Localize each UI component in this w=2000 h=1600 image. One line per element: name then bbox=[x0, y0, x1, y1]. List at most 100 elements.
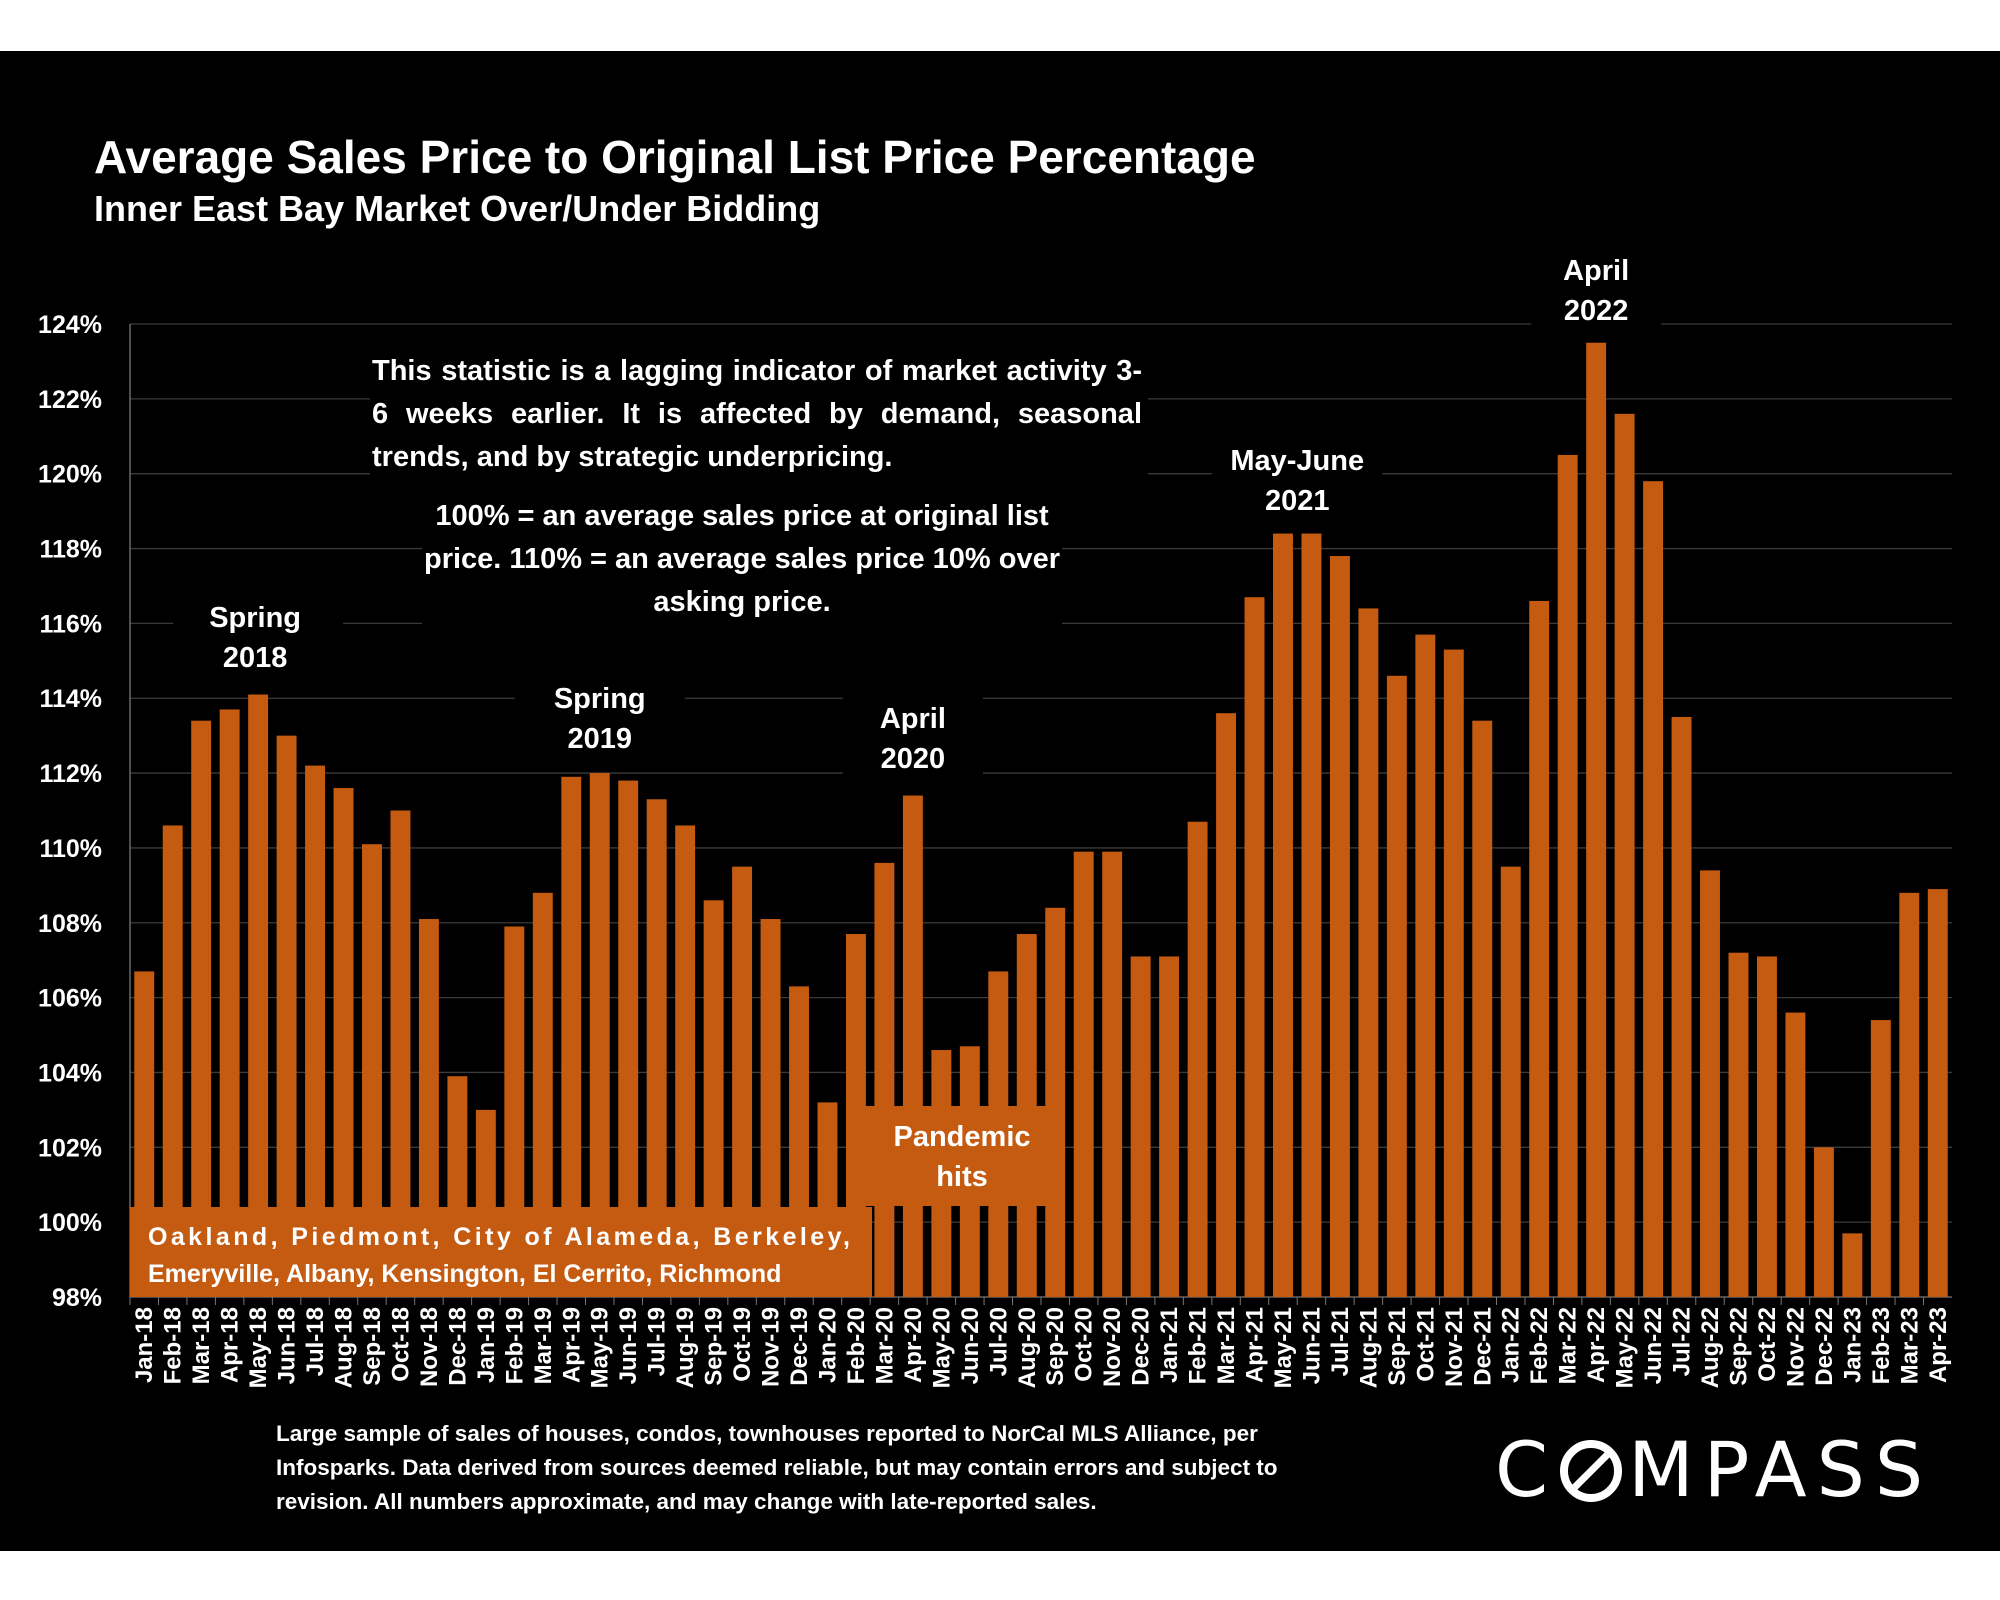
y-tick-label: 102% bbox=[38, 1134, 102, 1162]
chart-subtitle: Inner East Bay Market Over/Under Bidding bbox=[94, 188, 821, 229]
annotation-pandemic-hits-line: hits bbox=[936, 1161, 988, 1193]
bar bbox=[1329, 556, 1350, 1297]
bar bbox=[1728, 952, 1749, 1297]
bar bbox=[1244, 597, 1265, 1297]
annotation-may-june-2021-line: 2021 bbox=[1265, 485, 1330, 517]
bar bbox=[1927, 889, 1948, 1297]
bar bbox=[618, 780, 639, 1297]
x-tick-label: Jan-19 bbox=[473, 1307, 500, 1383]
bar bbox=[1073, 851, 1094, 1297]
bar bbox=[1870, 1020, 1891, 1297]
x-tick-label: Jan-20 bbox=[814, 1307, 841, 1383]
bar bbox=[561, 776, 582, 1297]
x-tick-label: Jun-21 bbox=[1298, 1307, 1325, 1384]
lagging-indicator-note: This statistic is a lagging indicator of… bbox=[370, 350, 1148, 487]
annotation-spring-2019: Spring 2019 bbox=[554, 683, 646, 755]
bar bbox=[362, 844, 382, 1297]
annotation-april-2020-line: 2020 bbox=[881, 743, 946, 775]
y-tick-label: 112% bbox=[39, 760, 102, 788]
bar bbox=[732, 866, 753, 1297]
x-tick-label: Apr-21 bbox=[1242, 1307, 1269, 1383]
bar bbox=[532, 892, 553, 1297]
bar bbox=[191, 720, 212, 1297]
x-tick-label: Mar-23 bbox=[1896, 1307, 1923, 1384]
x-tick-label: Dec-20 bbox=[1128, 1307, 1155, 1386]
x-tick-label: Mar-18 bbox=[188, 1307, 215, 1384]
x-tick-label: Nov-21 bbox=[1441, 1307, 1468, 1387]
x-tick-label: Jul-19 bbox=[644, 1307, 671, 1376]
bar bbox=[1557, 454, 1578, 1297]
x-tick-label: Apr-20 bbox=[900, 1307, 927, 1383]
y-tick-label: 104% bbox=[38, 1059, 102, 1087]
x-tick-label: Mar-21 bbox=[1213, 1307, 1240, 1384]
y-tick-label: 98% bbox=[52, 1284, 102, 1312]
x-tick-label: Feb-20 bbox=[843, 1307, 870, 1384]
x-tick-label: Nov-19 bbox=[758, 1307, 785, 1387]
annotation-backdrop bbox=[1212, 436, 1383, 526]
bar bbox=[760, 919, 781, 1297]
bar bbox=[1614, 413, 1635, 1297]
x-tick-label: Aug-18 bbox=[331, 1307, 358, 1388]
logo-c: C bbox=[1495, 1425, 1559, 1514]
x-tick-label: Oct-21 bbox=[1412, 1307, 1439, 1382]
y-tick-label: 108% bbox=[38, 910, 102, 938]
y-tick-label: 122% bbox=[38, 386, 102, 414]
x-tick-label: Jan-18 bbox=[131, 1307, 158, 1383]
annotation-april-2020: April 2020 bbox=[880, 703, 946, 775]
annotation-april-2020-line: April bbox=[880, 703, 946, 735]
annotation-backdrop bbox=[173, 590, 344, 680]
chart-title: Average Sales Price to Original List Pri… bbox=[94, 131, 1256, 183]
bar bbox=[1671, 716, 1692, 1297]
bar bbox=[162, 825, 183, 1297]
bar bbox=[703, 900, 724, 1297]
x-tick-label: May-19 bbox=[587, 1307, 614, 1388]
bar bbox=[390, 810, 411, 1297]
x-tick-label: Apr-23 bbox=[1925, 1307, 1952, 1383]
x-tick-label: Dec-22 bbox=[1811, 1307, 1838, 1386]
x-tick-label: Oct-18 bbox=[387, 1307, 414, 1382]
x-tick-label: Sep-21 bbox=[1384, 1307, 1411, 1386]
y-tick-label: 116% bbox=[39, 610, 102, 638]
bar bbox=[874, 862, 895, 1297]
bar bbox=[1842, 1233, 1863, 1297]
y-tick-label: 106% bbox=[38, 985, 102, 1013]
bar bbox=[305, 765, 326, 1297]
x-tick-label: May-20 bbox=[928, 1307, 955, 1388]
x-tick-label: Feb-22 bbox=[1526, 1307, 1553, 1384]
x-tick-label: Jul-22 bbox=[1669, 1307, 1696, 1376]
y-tick-label: 110% bbox=[39, 835, 102, 863]
x-tick-label: May-21 bbox=[1270, 1307, 1297, 1388]
annotation-backdrop bbox=[842, 695, 983, 785]
x-tick-label: Oct-19 bbox=[729, 1307, 756, 1382]
annotation-april-2022: April 2022 bbox=[1563, 255, 1629, 327]
bar bbox=[1899, 892, 1920, 1297]
x-tick-label: Feb-19 bbox=[501, 1307, 528, 1384]
x-tick-label: Feb-21 bbox=[1185, 1307, 1212, 1384]
bar bbox=[1187, 821, 1208, 1297]
source-footnote: Large sample of sales of houses, condos,… bbox=[276, 1421, 1278, 1514]
annotation-pandemic-hits: Pandemic hits bbox=[894, 1121, 1031, 1193]
x-tick-label: Sep-22 bbox=[1725, 1307, 1752, 1386]
x-tick-label: Dec-21 bbox=[1469, 1307, 1496, 1386]
x-tick-label: Sep-20 bbox=[1042, 1307, 1069, 1386]
x-tick-label: Nov-22 bbox=[1782, 1307, 1809, 1387]
bar bbox=[1301, 533, 1322, 1297]
x-tick-label: Dec-19 bbox=[786, 1307, 813, 1386]
bar bbox=[1443, 649, 1464, 1297]
chart-panel bbox=[0, 51, 2000, 1551]
x-tick-label: Jun-19 bbox=[615, 1307, 642, 1384]
bar bbox=[1700, 870, 1720, 1297]
annotation-cities-line: Emeryville, Albany, Kensington, El Cerri… bbox=[148, 1260, 781, 1288]
bar bbox=[1159, 956, 1180, 1297]
x-tick-label: Jan-22 bbox=[1498, 1307, 1525, 1383]
y-tick-label: 118% bbox=[39, 536, 102, 564]
x-tick-label: Nov-18 bbox=[416, 1307, 443, 1387]
x-tick-label: Mar-20 bbox=[871, 1307, 898, 1384]
x-tick-label: May-22 bbox=[1612, 1307, 1639, 1388]
x-tick-label: Dec-18 bbox=[444, 1307, 471, 1386]
bar bbox=[1472, 720, 1493, 1297]
annotation-spring-2018-line: 2018 bbox=[223, 642, 288, 674]
bar bbox=[902, 795, 923, 1297]
x-tick-label: Nov-20 bbox=[1099, 1307, 1126, 1387]
